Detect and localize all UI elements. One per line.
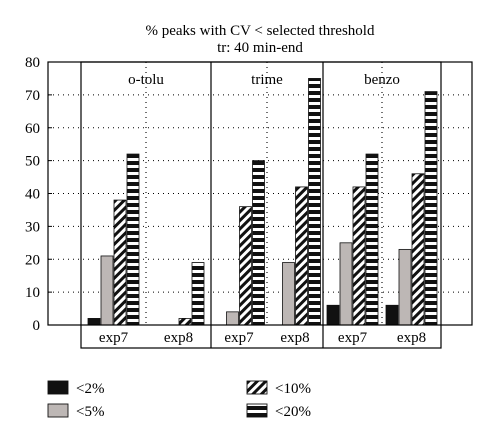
bar	[411, 173, 425, 326]
y-axis: 0 10 20 30 40 50 60 70 80	[25, 55, 40, 334]
x-tick-label: exp7	[99, 330, 129, 346]
bar	[365, 153, 379, 326]
panel-border	[80, 61, 442, 349]
bar	[308, 78, 321, 326]
x-tick-label: exp7	[224, 330, 254, 346]
bar	[326, 304, 340, 326]
bars	[87, 78, 438, 326]
x-tick-label: exp7	[338, 330, 368, 346]
bar	[352, 186, 366, 326]
legend-label: <10%	[275, 381, 311, 397]
bar	[239, 206, 252, 326]
bar	[252, 160, 265, 326]
y-tick-label: 80	[25, 55, 40, 71]
bar	[398, 248, 412, 326]
legend-label: <5%	[76, 404, 104, 420]
bar	[100, 255, 114, 326]
chart-subtitle: tr: 40 min-end	[217, 40, 303, 56]
y-tick-label: 50	[25, 154, 40, 170]
bar	[113, 199, 127, 326]
bar	[385, 304, 399, 326]
plot-frame	[47, 61, 473, 349]
y-tick-label: 20	[25, 252, 40, 268]
y-tick-label: 40	[25, 187, 40, 203]
bar	[295, 186, 308, 326]
panel-labels: o-tolu trime benzo	[128, 72, 400, 88]
bar	[226, 311, 239, 326]
x-tick-label: exp8	[280, 330, 309, 346]
legend: <2% <5% <10% <20%	[47, 380, 311, 420]
y-tick-label: 70	[25, 88, 40, 104]
x-tick-label: exp8	[397, 330, 426, 346]
chart-title: % peaks with CV < selected threshold	[146, 23, 375, 39]
bar	[339, 242, 353, 326]
bar	[126, 153, 140, 326]
y-tick-label: 30	[25, 219, 40, 235]
legend-swatch	[47, 403, 69, 418]
panel-label: benzo	[364, 72, 400, 88]
y-tick-label: 0	[33, 318, 41, 334]
legend-swatch	[47, 380, 69, 395]
legend-label: <2%	[76, 381, 104, 397]
bar	[191, 262, 205, 326]
panel-label: trime	[251, 72, 283, 88]
bar	[87, 318, 101, 326]
bar	[424, 91, 438, 326]
legend-swatch	[246, 403, 268, 418]
bar	[178, 318, 192, 326]
legend-label: <20%	[275, 404, 311, 420]
legend-swatch	[246, 380, 268, 395]
y-tick-label: 10	[25, 285, 40, 301]
x-tick-label: exp8	[164, 330, 193, 346]
bar	[282, 262, 295, 326]
panel-label: o-tolu	[128, 72, 164, 88]
category-labels: exp7 exp8 exp7 exp8 exp7 exp8	[99, 330, 426, 346]
y-tick-label: 60	[25, 121, 40, 137]
